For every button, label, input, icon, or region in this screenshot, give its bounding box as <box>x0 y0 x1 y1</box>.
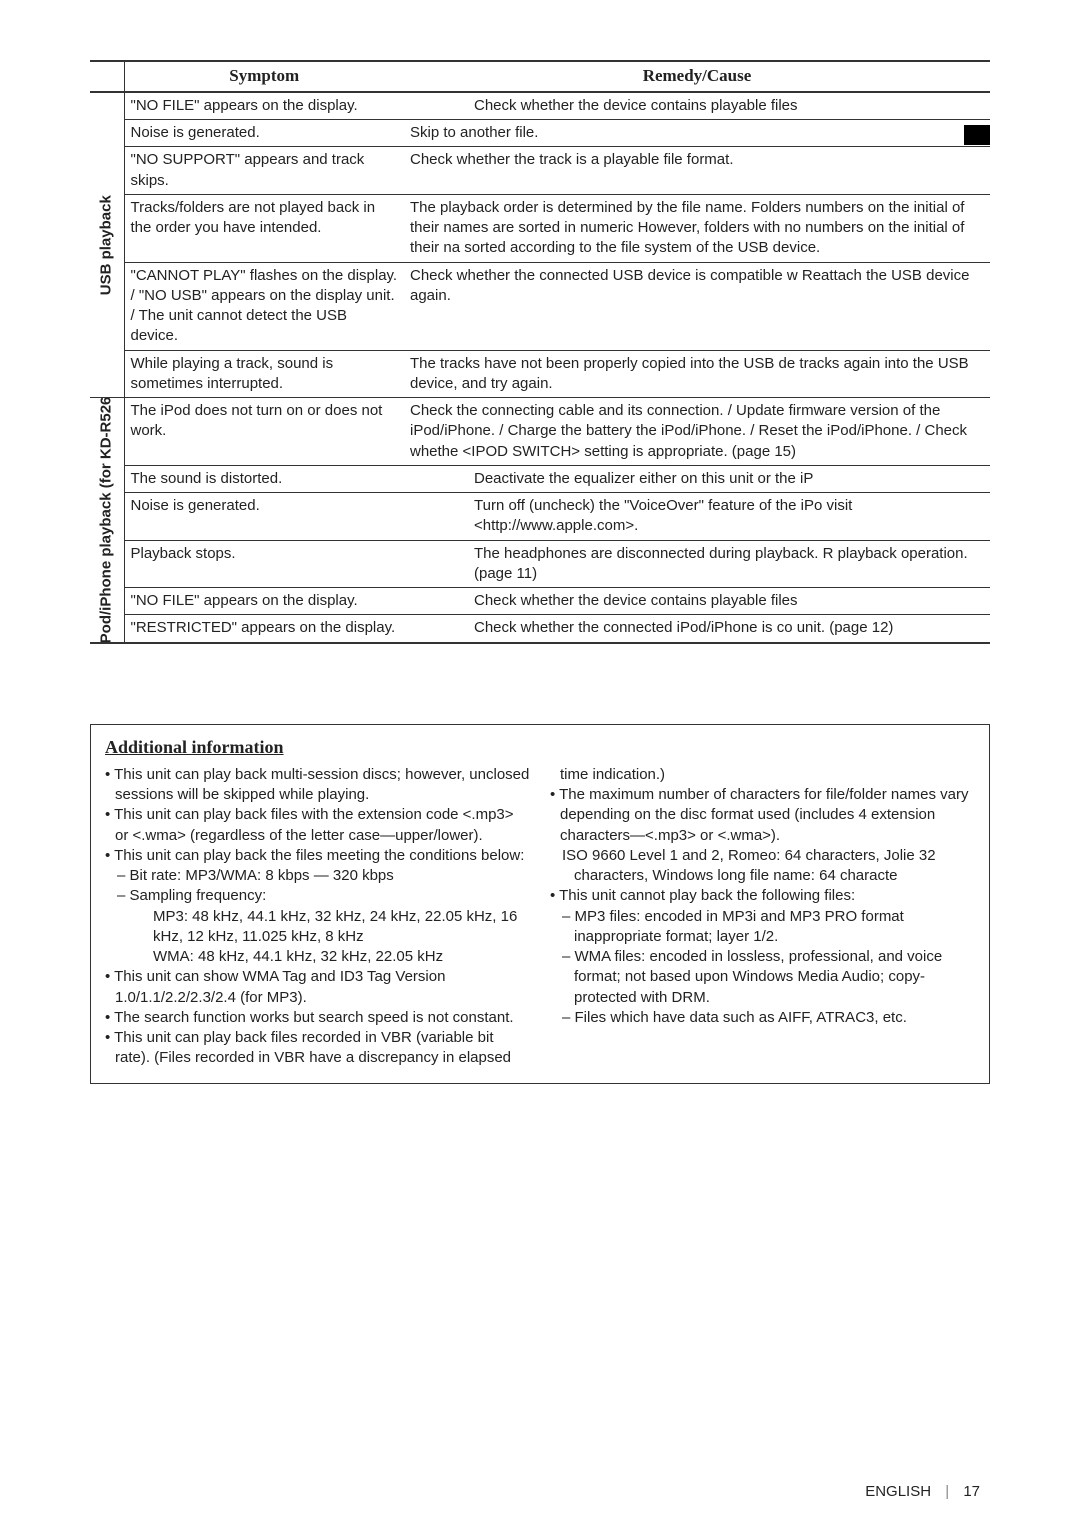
symptom-cell: The iPod does not turn on or does not wo… <box>124 398 404 466</box>
symptom-cell: Noise is generated. <box>124 493 404 541</box>
col-remedy: Remedy/Cause <box>404 61 990 92</box>
info-subitem: – WMA files: encoded in lossless, profes… <box>550 947 975 1008</box>
info-subitem: WMA: 48 kHz, 44.1 kHz, 32 kHz, 22.05 kHz <box>105 947 530 967</box>
remedy-cell: Check whether the track is a playable fi… <box>404 147 990 195</box>
info-subitem: – Files which have data such as AIFF, AT… <box>550 1008 975 1028</box>
symptom-cell: The sound is distorted. <box>124 465 404 492</box>
table-row: Noise is generated.Skip to another file. <box>90 120 990 147</box>
footer-page: 17 <box>963 1483 980 1500</box>
remedy-cell: Check the connecting cable and its conne… <box>404 398 990 466</box>
remedy-cell: Check whether the device contains playab… <box>404 92 990 120</box>
symptom-cell: "CANNOT PLAY" flashes on the display. / … <box>124 262 404 350</box>
symptom-cell: While playing a track, sound is sometime… <box>124 350 404 398</box>
table-row: "NO FILE" appears on the display.Check w… <box>90 588 990 615</box>
info-subitem: ISO 9660 Level 1 and 2, Romeo: 64 charac… <box>550 846 975 887</box>
table-row: Noise is generated.Turn off (uncheck) th… <box>90 493 990 541</box>
table-row: "CANNOT PLAY" flashes on the display. / … <box>90 262 990 350</box>
info-columns: • This unit can play back multi-session … <box>105 765 975 1069</box>
footer-lang: ENGLISH <box>865 1483 931 1500</box>
remedy-cell: Check whether the connected USB device i… <box>404 262 990 350</box>
info-item: • This unit can play back multi-session … <box>105 765 530 806</box>
table-row: iPod/iPhone playback (for KD-R526) The i… <box>90 398 990 466</box>
info-item: • This unit cannot play back the followi… <box>550 886 975 906</box>
table-row: While playing a track, sound is sometime… <box>90 350 990 398</box>
table-row: "NO SUPPORT" appears and track skips.Che… <box>90 147 990 195</box>
remedy-cell: The playback order is determined by the … <box>404 194 990 262</box>
table-row: Playback stops.The headphones are discon… <box>90 540 990 588</box>
symptom-cell: "NO FILE" appears on the display. <box>124 92 404 120</box>
remedy-cell: Deactivate the equalizer either on this … <box>404 465 990 492</box>
info-subitem: – Sampling frequency: <box>105 886 530 906</box>
info-item: • This unit can show WMA Tag and ID3 Tag… <box>105 967 530 1008</box>
group-usb: USB playback <box>90 93 124 397</box>
info-item: • The search function works but search s… <box>105 1008 530 1028</box>
table-row: Tracks/folders are not played back in th… <box>90 194 990 262</box>
page-edge-marker <box>964 125 990 145</box>
symptom-cell: Tracks/folders are not played back in th… <box>124 194 404 262</box>
info-subitem: MP3: 48 kHz, 44.1 kHz, 32 kHz, 24 kHz, 2… <box>105 907 530 948</box>
table-row: USB playback "NO FILE" appears on the di… <box>90 92 990 120</box>
info-subitem: – Bit rate: MP3/WMA: 8 kbps — 320 kbps <box>105 866 530 886</box>
additional-info-box: Additional information • This unit can p… <box>90 724 990 1084</box>
symptom-cell: Playback stops. <box>124 540 404 588</box>
symptom-cell: "RESTRICTED" appears on the display. <box>124 615 404 643</box>
info-item: • The maximum number of characters for f… <box>550 785 975 846</box>
remedy-cell: Turn off (uncheck) the "VoiceOver" featu… <box>404 493 990 541</box>
table-row: "RESTRICTED" appears on the display.Chec… <box>90 615 990 643</box>
remedy-cell: Check whether the connected iPod/iPhone … <box>404 615 990 643</box>
info-item: • This unit can play back the files meet… <box>105 846 530 866</box>
info-item: • This unit can play back files with the… <box>105 805 530 846</box>
group-ipod: iPod/iPhone playback (for KD-R526) <box>90 398 124 642</box>
symptom-cell: "NO SUPPORT" appears and track skips. <box>124 147 404 195</box>
symptom-cell: "NO FILE" appears on the display. <box>124 588 404 615</box>
info-title: Additional information <box>105 735 975 759</box>
remedy-cell: Skip to another file. <box>404 120 990 147</box>
info-subitem: – MP3 files: encoded in MP3i and MP3 PRO… <box>550 907 975 948</box>
table-row: The sound is distorted.Deactivate the eq… <box>90 465 990 492</box>
remedy-cell: The headphones are disconnected during p… <box>404 540 990 588</box>
page-footer: ENGLISH | 17 <box>865 1482 980 1502</box>
remedy-cell: The tracks have not been properly copied… <box>404 350 990 398</box>
symptom-cell: Noise is generated. <box>124 120 404 147</box>
remedy-cell: Check whether the device contains playab… <box>404 588 990 615</box>
troubleshooting-table: Symptom Remedy/Cause USB playback "NO FI… <box>90 60 990 644</box>
footer-separator: | <box>935 1483 959 1500</box>
col-symptom: Symptom <box>124 61 404 92</box>
